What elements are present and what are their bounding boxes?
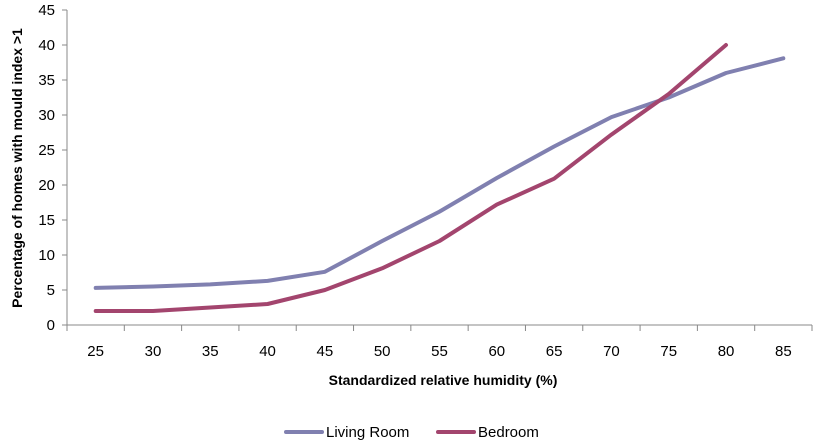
- x-tick-label: 25: [87, 343, 104, 360]
- x-tick-label: 40: [259, 343, 276, 360]
- x-tick-label: 45: [317, 343, 334, 360]
- x-axis-title: Standardized relative humidity (%): [329, 372, 558, 388]
- legend-label-living-room: Living Room: [326, 424, 409, 441]
- x-tick-label: 75: [660, 343, 677, 360]
- legend-item-bedroom: Bedroom: [436, 424, 539, 441]
- x-tick-label: 85: [775, 343, 792, 360]
- y-tick-label: 0: [47, 317, 55, 334]
- y-tick-label: 20: [38, 177, 55, 194]
- y-tick-label: 35: [38, 72, 55, 89]
- x-tick-label: 55: [431, 343, 448, 360]
- legend-label-bedroom: Bedroom: [478, 424, 539, 441]
- series-layer: [93, 43, 786, 313]
- y-axis-title: Percentage of homes with mould index >1: [9, 28, 25, 308]
- x-tick-label: 70: [603, 343, 620, 360]
- x-tick-label: 35: [202, 343, 219, 360]
- y-tick-label: 15: [38, 212, 55, 229]
- x-tick-label: 30: [145, 343, 162, 360]
- x-tick-label: 50: [374, 343, 391, 360]
- legend-item-living-room: Living Room: [284, 424, 409, 441]
- y-tick-label: 40: [38, 37, 55, 54]
- y-tick-label: 25: [38, 142, 55, 159]
- x-tick-label: 80: [718, 343, 735, 360]
- y-tick-label: 30: [38, 107, 55, 124]
- axes: [66, 10, 812, 326]
- series-line-bedroom: [93, 43, 728, 313]
- x-tick-label: 60: [488, 343, 505, 360]
- y-tick-label: 45: [38, 2, 55, 19]
- y-axis-ticks: 0 5 10 15 20 25 30 35 40 45: [38, 2, 67, 334]
- y-tick-label: 10: [38, 247, 55, 264]
- y-tick-label: 5: [47, 282, 55, 299]
- series-line-living-room: [93, 56, 786, 290]
- x-axis-ticks: 25 30 35 40 45 50 55 60 65 70 75 80 85: [66, 325, 813, 360]
- x-tick-label: 65: [546, 343, 563, 360]
- legend: Living Room Bedroom: [284, 424, 539, 441]
